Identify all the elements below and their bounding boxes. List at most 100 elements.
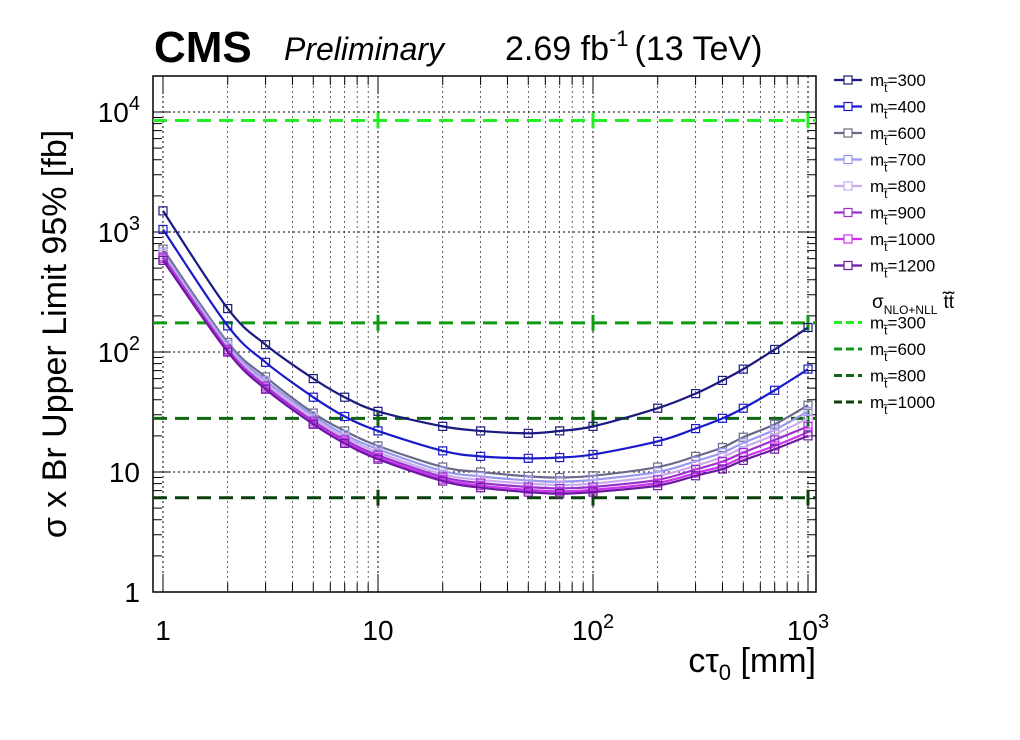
legend-label-value: =300 [888, 314, 926, 333]
series-marker [373, 454, 383, 464]
legend-label: mt̃=400 [870, 98, 926, 122]
series-marker [438, 476, 448, 486]
legend-label-sub: t̃ [883, 80, 889, 95]
series-marker [523, 428, 533, 438]
series-marker [158, 206, 168, 216]
series-marker [308, 374, 318, 384]
legend-label-sub: t̃ [883, 266, 889, 281]
legend-label-sub: t̃ [883, 133, 889, 148]
legend-label-value: =700 [888, 151, 926, 170]
series-marker [555, 489, 565, 499]
series-marker [158, 255, 168, 265]
series-marker [803, 421, 813, 431]
legend-label: mt̃=1000 [870, 393, 935, 417]
y-tick-label-exp: 3 [129, 213, 140, 235]
series-marker [803, 431, 813, 441]
legend-xsec-process: t̃t̃ [942, 291, 955, 313]
limit-series [158, 206, 813, 499]
x-tick-label-exp: 3 [818, 611, 829, 633]
legend-label-sub: t̃ [883, 186, 889, 201]
legend-label-main: m [870, 367, 884, 386]
y-tick-label: 10 [109, 457, 140, 488]
legend-label-sub: t̃ [883, 213, 889, 228]
xsec-lines [153, 112, 816, 506]
legend-label-main: m [870, 393, 884, 412]
series-marker [770, 444, 780, 454]
luminosity-label: 2.69 fb-1 (13 TeV) [505, 26, 762, 68]
legend: mt̃=300mt̃=400mt̃=600mt̃=700mt̃=800mt̃=9… [834, 71, 955, 417]
legend-label-value: =600 [888, 340, 926, 359]
series-marker [738, 455, 748, 465]
legend-marker [843, 154, 853, 165]
legend-label-value: =300 [888, 71, 926, 90]
series-marker [803, 364, 813, 374]
series-marker [588, 487, 598, 497]
series-marker [373, 426, 383, 436]
legend-label: mt̃=800 [870, 177, 926, 201]
x-tick-label-base: 10 [362, 615, 393, 646]
legend-label-value: =800 [888, 177, 926, 196]
legend-label: mt̃=1000 [870, 230, 935, 254]
status-label: Preliminary [284, 31, 446, 67]
legend-marker [843, 181, 853, 191]
legend-label-sub: t̃ [883, 376, 889, 391]
series-marker [260, 340, 271, 350]
y-tick-label-exp: 2 [129, 333, 140, 355]
x-tick-label: 1 [155, 615, 171, 646]
legend-label-value: =400 [888, 98, 926, 117]
legend-label-value: =800 [888, 367, 926, 386]
legend-label: mt̃=800 [870, 367, 926, 391]
series-marker [340, 411, 350, 422]
y-axis-title: σ x Br Upper Limit 95% [fb] [36, 130, 74, 538]
series-marker [717, 464, 728, 474]
legend-label-sub: t̃ [883, 402, 889, 417]
x-tick-label: 103 [787, 611, 829, 646]
legend-marker [843, 128, 853, 138]
legend-label-sub: t̃ [883, 160, 889, 175]
series-marker [523, 453, 533, 463]
legend-marker [843, 234, 853, 244]
series-marker [770, 429, 780, 440]
x-tick-label-base: 10 [787, 615, 818, 646]
legend-label: mt̃=600 [870, 124, 926, 148]
legend-marker [843, 75, 853, 85]
series-marker [223, 303, 233, 314]
y-tick-label-base: 10 [98, 97, 129, 128]
y-tick-label: 104 [98, 93, 140, 128]
y-tick-label-base: 10 [98, 337, 129, 368]
series-marker [523, 487, 533, 497]
legend-label-sub: t̃ [883, 323, 889, 338]
legend-label-main: m [870, 71, 884, 90]
series-marker [340, 438, 350, 449]
legend-label: mt̃=900 [870, 204, 926, 228]
x-tick-label: 10 [362, 615, 393, 646]
y-tick-label-base: 10 [109, 457, 140, 488]
series-marker [803, 322, 813, 333]
axis-ticks [153, 76, 816, 593]
series-marker [803, 406, 813, 416]
legend-label-main: m [870, 151, 884, 170]
series-marker [770, 419, 780, 429]
series-marker [438, 446, 448, 456]
legend-label-main: m [870, 98, 884, 117]
grid [153, 76, 816, 592]
series-marker [770, 435, 780, 445]
series-marker [308, 419, 318, 429]
legend-label-value: =900 [888, 204, 926, 223]
legend-label-main: m [870, 340, 884, 359]
y-tick-label: 103 [98, 213, 140, 248]
legend-label-value: =1200 [888, 257, 936, 276]
legend-label-sub: t̃ [883, 349, 889, 364]
legend-label-main: m [870, 204, 884, 223]
legend-label: mt̃=600 [870, 340, 926, 364]
legend-marker [843, 207, 853, 218]
series-marker [438, 421, 448, 431]
series-marker [690, 389, 701, 399]
legend-label: mt̃=1200 [870, 257, 935, 281]
legend-marker [843, 260, 853, 271]
series-marker [738, 403, 748, 413]
x-tick-label-exp: 2 [603, 611, 614, 633]
legend-xsec-sub: NLO+NLL [884, 303, 938, 317]
experiment-label: CMS [154, 23, 252, 72]
